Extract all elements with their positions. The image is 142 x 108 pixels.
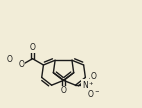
Text: N$^+$: N$^+$: [82, 79, 94, 91]
Text: O: O: [7, 55, 13, 64]
Text: O: O: [19, 60, 25, 69]
Text: O$^-$: O$^-$: [86, 88, 100, 99]
Text: O: O: [30, 44, 36, 52]
Text: O: O: [61, 86, 66, 95]
Text: O: O: [90, 72, 96, 81]
